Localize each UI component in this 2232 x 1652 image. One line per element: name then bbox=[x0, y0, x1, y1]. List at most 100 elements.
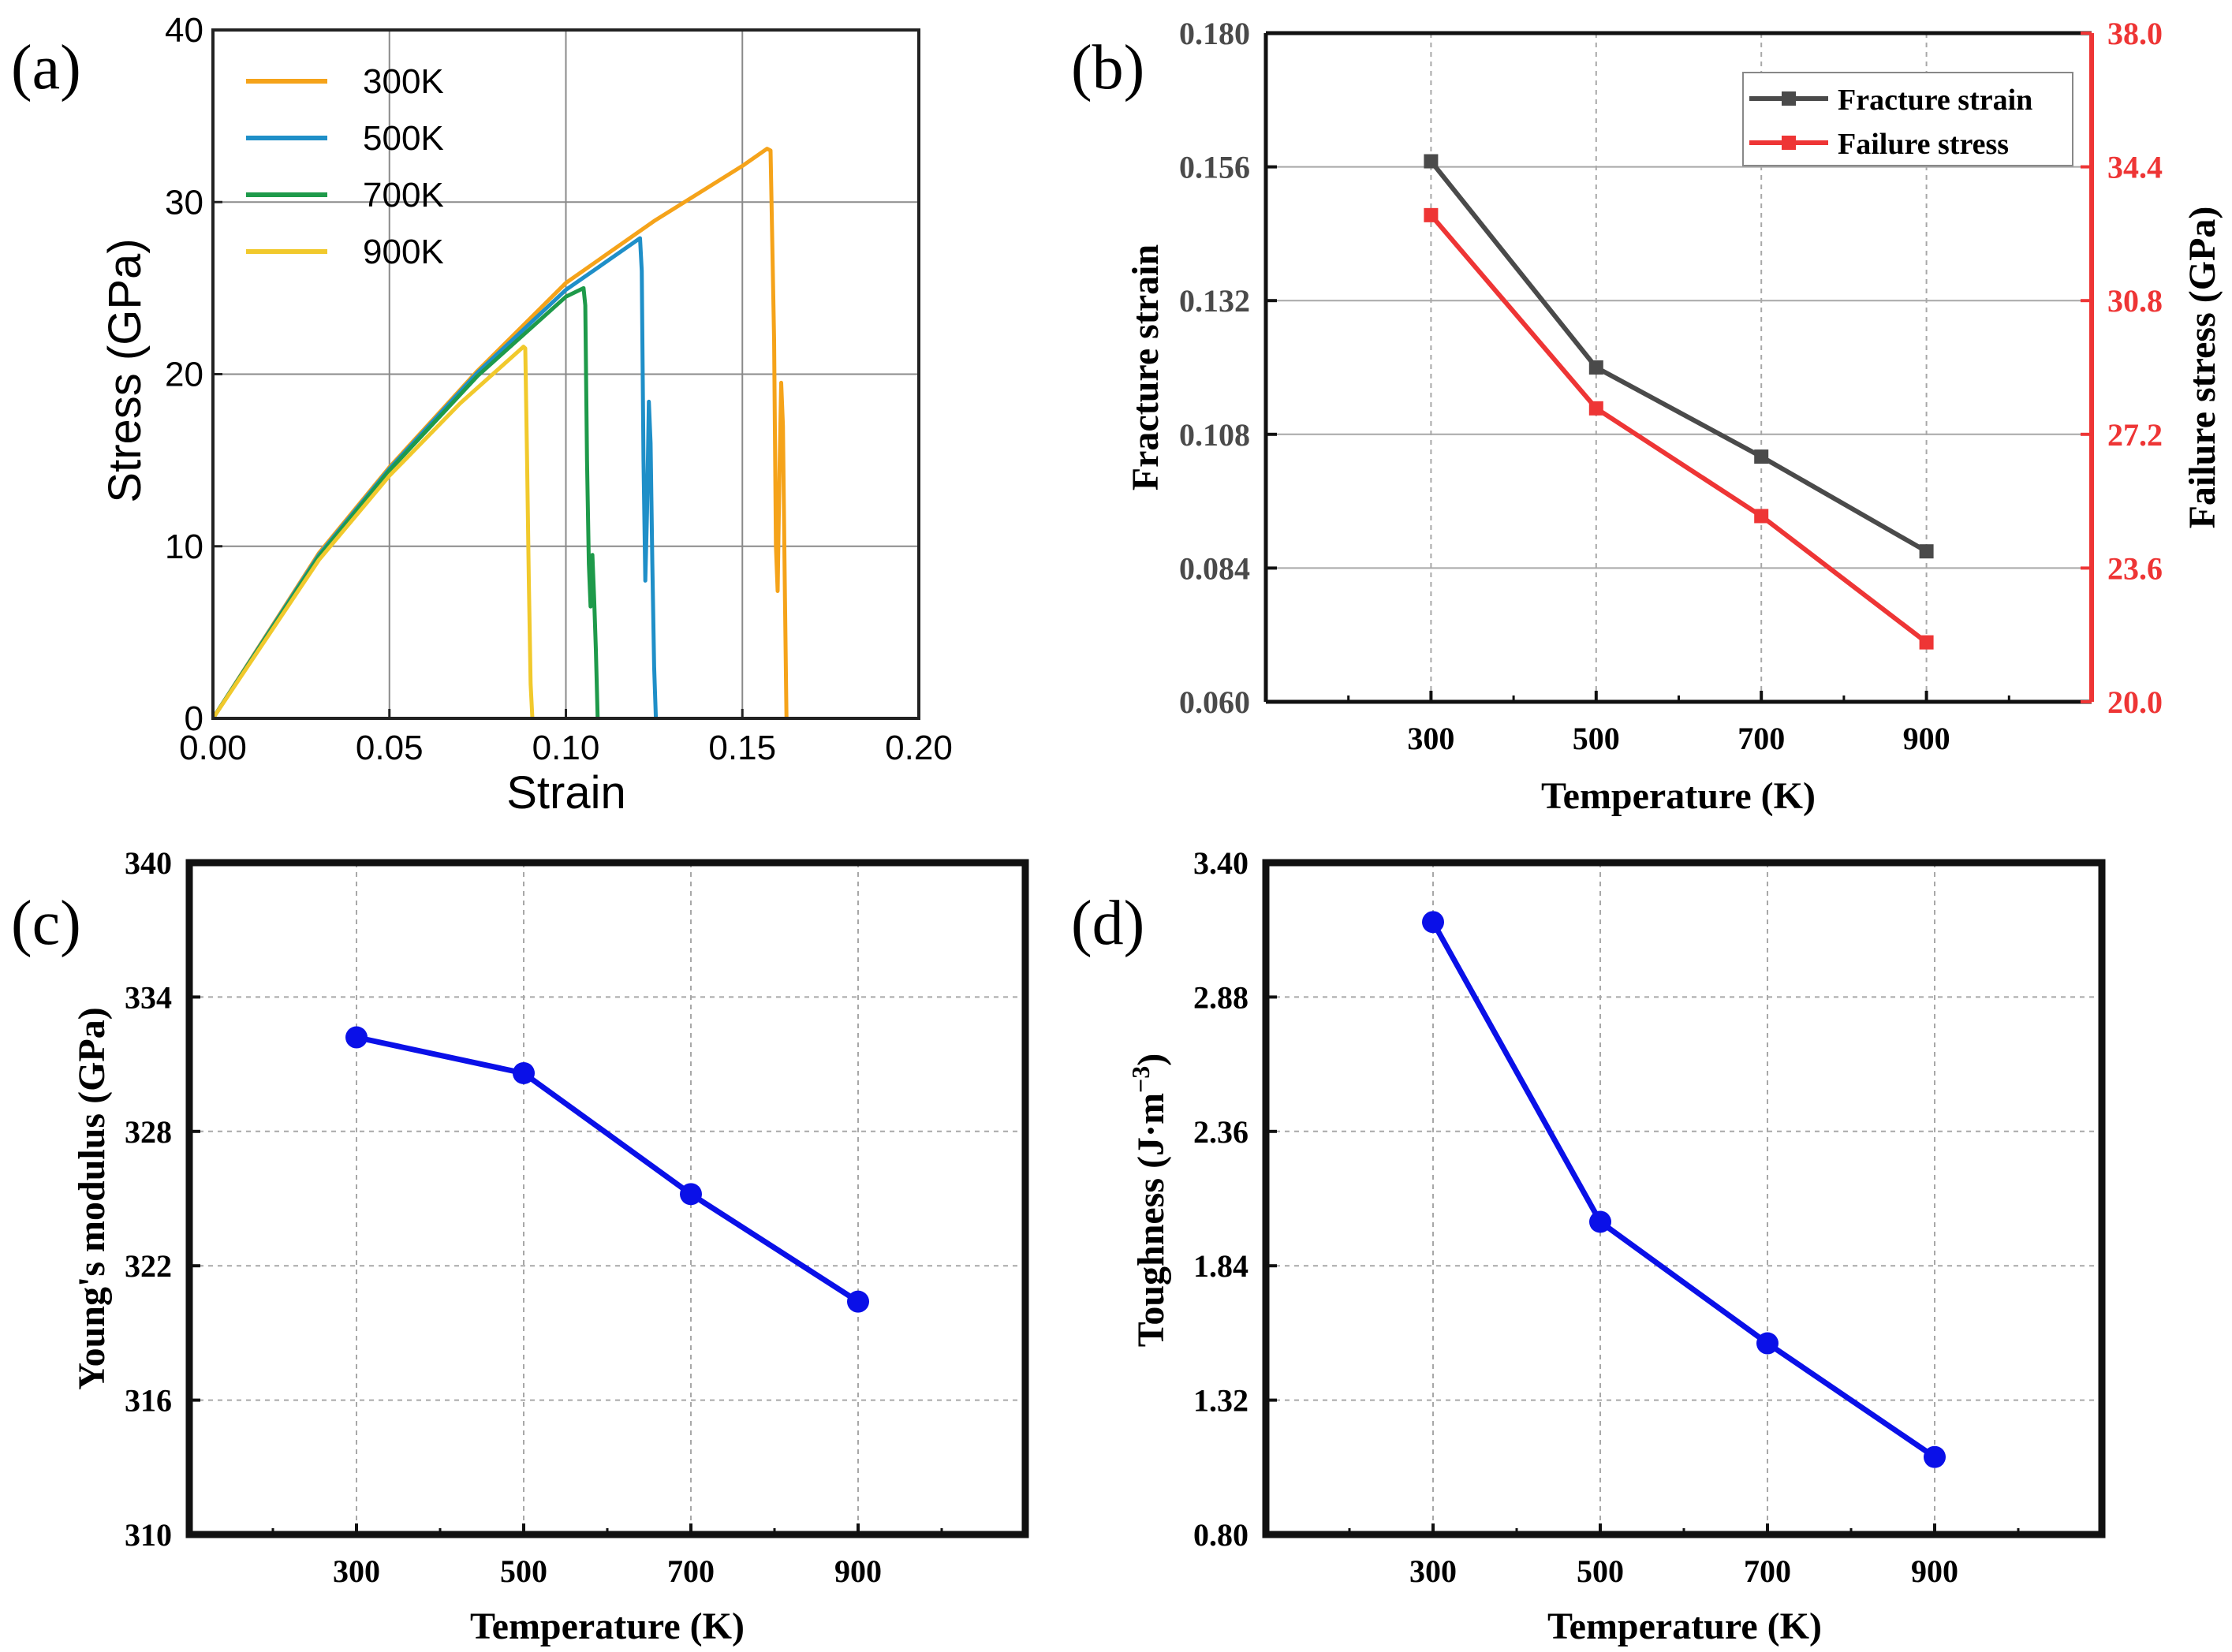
panel-d-ytick-label: 2.36 bbox=[1193, 1114, 1249, 1150]
panel-d-ytick-label: 3.40 bbox=[1193, 845, 1249, 881]
panel-d-xticks: 300 500 700 900 bbox=[1348, 1523, 2020, 1589]
panel-b-ytick-label: 0.060 bbox=[1179, 684, 1250, 720]
data-marker-fracture-strain bbox=[1424, 154, 1439, 169]
legend-label-300K: 300K bbox=[363, 62, 444, 101]
panel-a-ylabel: Stress (GPa) bbox=[99, 238, 151, 502]
panel-b-ytick-label: 0.132 bbox=[1179, 283, 1250, 319]
panel-d-series-line bbox=[1430, 920, 1936, 1460]
panel-b-legend-box bbox=[1742, 72, 2073, 166]
panel-a: (a) 0.00 0.05 0.10 0.15 0.20 0 10 20 30 40 Strai… bbox=[11, 11, 953, 819]
panel-c-xlabel: Temperature (K) bbox=[470, 1605, 745, 1647]
legend-label-700K: 700K bbox=[363, 176, 444, 214]
panel-c-ytick-label: 322 bbox=[125, 1248, 172, 1284]
panel-d-xtick-label: 500 bbox=[1577, 1553, 1624, 1589]
panel-b-xtick-label: 700 bbox=[1737, 721, 1785, 756]
panel-c-ytick-label: 316 bbox=[125, 1383, 172, 1419]
panel-b-ytick-label: 0.180 bbox=[1179, 16, 1250, 51]
panel-d-xtick-label: 700 bbox=[1744, 1553, 1791, 1589]
legend-label-1: Failure stress bbox=[1838, 128, 2009, 161]
legend-swatch-marker-1 bbox=[1782, 136, 1796, 150]
panel-b-y2tick-label: 30.8 bbox=[2107, 283, 2163, 319]
panel-b-y2tick-label: 34.4 bbox=[2107, 150, 2163, 185]
panel-a-xtick-label: 0.10 bbox=[532, 729, 600, 767]
panel-d-ylabel-sup: −3 bbox=[1126, 1066, 1155, 1093]
panel-a-grid bbox=[213, 30, 919, 718]
panel-c-xtick-label: 300 bbox=[333, 1553, 380, 1589]
panel-a-xtick-label: 0.20 bbox=[885, 729, 953, 767]
series-line-300K bbox=[211, 147, 789, 720]
panel-c-frame bbox=[185, 859, 1029, 1538]
panel-d-ytick-label: 1.84 bbox=[1193, 1248, 1249, 1284]
panel-b-letter: (b) bbox=[1071, 33, 1144, 103]
panel-c-ytick-label: 328 bbox=[125, 1114, 172, 1150]
panel-b-y2label: Failure stress (GPa) bbox=[2182, 207, 2223, 529]
panel-d-xtick-label: 300 bbox=[1409, 1553, 1457, 1589]
panel-a-xticks: 0.00 0.05 0.10 0.15 0.20 bbox=[179, 709, 953, 767]
panel-a-ytick-label: 30 bbox=[165, 183, 203, 222]
panel-b-y2tick-label: 27.2 bbox=[2107, 417, 2163, 453]
data-marker-failure-stress bbox=[1588, 401, 1603, 416]
panel-c-data-point bbox=[513, 1061, 535, 1084]
panel-c-yticks: 310 316 322 328 334 340 bbox=[125, 845, 200, 1553]
data-marker-fracture-strain bbox=[1588, 360, 1603, 375]
panel-d-xlabel: Temperature (K) bbox=[1547, 1605, 1822, 1647]
panel-c-xticks: 300 500 700 900 bbox=[271, 1523, 943, 1589]
panel-c-xtick-label: 500 bbox=[500, 1553, 547, 1589]
panel-a-xtick-label: 0.05 bbox=[356, 729, 424, 767]
panel-d-data-point bbox=[1589, 1210, 1611, 1233]
panel-d-xtick-label: 900 bbox=[1911, 1553, 1958, 1589]
panel-b-y2tick-label: 20.0 bbox=[2107, 684, 2163, 720]
legend-label-0: Fracture strain bbox=[1838, 84, 2032, 117]
panel-b-y2ticks: 20.0 23.6 27.2 30.8 34.4 38.0 bbox=[2081, 16, 2163, 720]
panel-d: (d) 300 500 700 900 0.80 1.32 1.84 2.36 2.88 3.4… bbox=[1071, 845, 2106, 1647]
panel-a-series bbox=[211, 147, 789, 720]
panel-d-series bbox=[1422, 911, 1946, 1468]
panel-a-legend: 300K 500K 700K 900K bbox=[246, 62, 444, 271]
panel-a-letter: (a) bbox=[11, 33, 81, 103]
series-line-700K bbox=[211, 285, 600, 720]
panel-d-yticks: 0.80 1.32 1.84 2.36 2.88 3.40 bbox=[1193, 845, 1277, 1553]
panel-b-y2tick-label: 38.0 bbox=[2107, 16, 2163, 51]
panel-d-data-point bbox=[1756, 1332, 1779, 1355]
panel-d-frame bbox=[1262, 859, 2106, 1538]
panel-b: (b) 300 500 700 900 0.060 0.084 0.108 0.132 0.1… bbox=[1071, 16, 2223, 817]
data-marker-fracture-strain bbox=[1754, 449, 1769, 464]
panel-d-ytick-label: 1.32 bbox=[1193, 1383, 1249, 1419]
panel-d-grid bbox=[1266, 863, 2102, 1535]
panel-b-series bbox=[1424, 154, 1934, 650]
data-marker-failure-stress bbox=[1919, 635, 1934, 650]
panel-b-xtick-label: 500 bbox=[1573, 721, 1620, 756]
panel-a-xtick-label: 0.00 bbox=[179, 729, 247, 767]
panel-d-ylabel: Toughness (J·m−3) bbox=[1126, 1053, 1172, 1348]
panel-a-ytick-label: 20 bbox=[165, 356, 203, 394]
panel-b-xtick-label: 900 bbox=[1903, 721, 1950, 756]
panel-a-ytick-label: 10 bbox=[165, 528, 203, 566]
panel-c: (c) 300 500 700 900 310 316 322 328 334 340 Temp… bbox=[11, 845, 1029, 1647]
panel-a-xtick-label: 0.15 bbox=[708, 729, 776, 767]
panel-b-xtick-label: 300 bbox=[1407, 721, 1454, 756]
panel-c-xtick-label: 900 bbox=[834, 1553, 882, 1589]
panel-d-data-point bbox=[1924, 1445, 1946, 1468]
panel-d-letter: (d) bbox=[1071, 889, 1144, 958]
data-marker-failure-stress bbox=[1424, 207, 1439, 222]
panel-a-ytick-label: 40 bbox=[165, 11, 203, 50]
panel-b-legend: Fracture strain Failure stress bbox=[1742, 72, 2073, 166]
panel-d-ytick-label: 0.80 bbox=[1193, 1517, 1249, 1553]
panel-c-xtick-label: 700 bbox=[667, 1553, 715, 1589]
panel-a-yticks: 0 10 20 30 40 bbox=[165, 11, 222, 738]
panel-c-data-point bbox=[345, 1026, 368, 1049]
panel-c-grid bbox=[189, 863, 1025, 1535]
series-line-fracture-strain bbox=[1429, 159, 1928, 554]
panel-c-ytick-label: 340 bbox=[125, 845, 172, 881]
panel-c-letter: (c) bbox=[11, 889, 81, 958]
panel-d-ylabel-tail: ) bbox=[1130, 1053, 1172, 1066]
panel-b-yticks: 0.060 0.084 0.108 0.132 0.156 0.180 bbox=[1179, 16, 1277, 720]
panel-b-ytick-label: 0.108 bbox=[1179, 417, 1250, 453]
panel-c-ytick-label: 310 bbox=[125, 1517, 172, 1553]
panel-b-ytick-label: 0.156 bbox=[1179, 150, 1250, 185]
panel-b-y2tick-label: 23.6 bbox=[2107, 550, 2163, 586]
panel-c-ytick-label: 334 bbox=[125, 979, 172, 1015]
panel-b-xlabel: Temperature (K) bbox=[1541, 775, 1816, 817]
panel-d-ytick-label: 2.88 bbox=[1193, 979, 1249, 1015]
